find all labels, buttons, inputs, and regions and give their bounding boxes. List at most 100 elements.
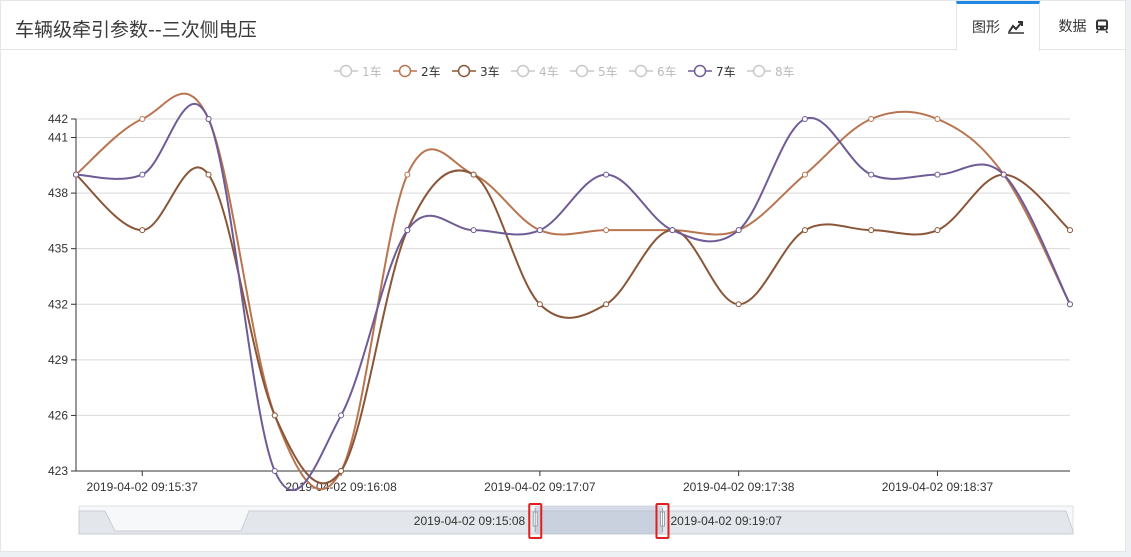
data-point xyxy=(338,468,345,474)
data-point xyxy=(603,227,610,234)
legend-label: 7车 xyxy=(716,64,736,79)
data-point xyxy=(73,171,79,178)
legend-item-7[interactable]: 7车 xyxy=(688,64,736,79)
page-title: 车辆级牵引参数--三次侧电压 xyxy=(15,19,257,41)
data-point xyxy=(271,468,278,474)
data-point xyxy=(536,301,543,308)
legend-label: 8车 xyxy=(775,64,795,79)
data-point xyxy=(868,227,875,234)
zoom-shadow-series xyxy=(78,510,1074,535)
chart-series xyxy=(73,92,1073,492)
legend-marker xyxy=(752,64,766,78)
legend-item-3[interactable]: 3车 xyxy=(452,64,500,79)
data-point xyxy=(205,116,212,122)
chart-grid xyxy=(76,118,1070,472)
y-tick-label: 423 xyxy=(48,464,68,478)
legend-item-8[interactable]: 8车 xyxy=(747,64,795,79)
data-point xyxy=(868,116,875,122)
legend-marker xyxy=(398,64,412,78)
y-tick-label: 441 xyxy=(48,131,68,145)
y-tick-label: 432 xyxy=(48,297,68,311)
chart-legend: 1车 2车 3车 4车 5车 6车 7车 8车 xyxy=(334,64,795,79)
train-icon xyxy=(1095,19,1109,33)
data-point xyxy=(139,116,146,122)
zoom-end-label: 2019-04-02 09:19:07 xyxy=(670,514,782,528)
zoom-start-handle[interactable] xyxy=(528,503,543,539)
panel-header: 车辆级牵引参数--三次侧电压 图形 数据 xyxy=(1,1,1127,51)
zoom-end-handle[interactable] xyxy=(655,503,670,539)
handle-highlight xyxy=(528,503,543,539)
data-point xyxy=(271,412,278,419)
tab-data[interactable]: 数据 xyxy=(1040,1,1127,50)
legend-label: 3车 xyxy=(480,64,500,79)
series-line xyxy=(75,102,1071,492)
legend-marker xyxy=(457,64,471,78)
x-tick-label: 2019-04-02 09:17:38 xyxy=(683,480,795,494)
data-point xyxy=(801,171,808,178)
data-point xyxy=(934,116,941,122)
data-point xyxy=(868,171,875,178)
data-point xyxy=(603,301,610,308)
data-point xyxy=(735,227,742,234)
y-axis: 423 426 429 432 435 438 441 442 xyxy=(48,112,77,478)
x-tick-label: 2019-04-02 09:17:07 xyxy=(484,480,596,494)
data-point xyxy=(404,227,411,234)
x-tick-label: 2019-04-02 09:15:37 xyxy=(87,480,199,494)
line-chart-icon xyxy=(1008,20,1024,34)
series-line xyxy=(75,166,1071,485)
series-line xyxy=(75,92,1071,491)
view-tabs: 图形 数据 xyxy=(956,1,1127,51)
legend-label: 1车 xyxy=(362,64,382,79)
x-tick-label: 2019-04-02 09:18:37 xyxy=(882,480,994,494)
y-tick-label: 429 xyxy=(48,353,68,367)
legend-label: 6车 xyxy=(657,64,677,79)
data-point xyxy=(934,227,941,234)
data-point xyxy=(470,171,477,178)
data-point xyxy=(139,227,146,234)
data-point xyxy=(735,301,742,308)
legend-marker xyxy=(575,64,589,78)
y-tick-label: 438 xyxy=(48,186,68,200)
data-zoom-slider[interactable]: 2019-04-02 09:15:08 2019-04-02 09:19:07 xyxy=(78,503,1074,539)
data-point xyxy=(934,171,941,178)
data-point xyxy=(404,171,411,178)
handle-highlight xyxy=(655,503,670,539)
data-point xyxy=(536,227,543,234)
y-tick-label: 426 xyxy=(48,408,68,422)
y-tick-label: 442 xyxy=(48,112,68,126)
legend-label: 5车 xyxy=(598,64,618,79)
data-point xyxy=(801,227,808,234)
legend-item-4[interactable]: 4车 xyxy=(511,64,559,79)
x-axis: 2019-04-02 09:15:37 2019-04-02 09:16:08 20… xyxy=(76,470,1070,494)
zoom-start-label: 2019-04-02 09:15:08 xyxy=(414,514,526,528)
tab-chart[interactable]: 图形 xyxy=(956,1,1040,51)
series-3车 xyxy=(73,166,1073,485)
legend-item-5[interactable]: 5车 xyxy=(570,64,618,79)
legend-marker xyxy=(693,64,707,78)
tab-data-label: 数据 xyxy=(1058,18,1087,35)
legend-item-1[interactable]: 1车 xyxy=(334,64,382,79)
zoom-selected-range xyxy=(535,506,663,534)
data-point xyxy=(139,171,146,178)
y-tick-label: 435 xyxy=(48,242,68,256)
data-point xyxy=(669,227,676,234)
legend-label: 2车 xyxy=(421,64,441,79)
legend-item-2[interactable]: 2车 xyxy=(393,64,441,79)
data-point xyxy=(603,171,610,178)
data-point xyxy=(470,227,477,234)
legend-marker xyxy=(516,64,530,78)
data-point xyxy=(801,116,808,122)
data-point xyxy=(1067,227,1073,234)
tab-chart-label: 图形 xyxy=(972,19,1000,36)
x-tick-label: 2019-04-02 09:16:08 xyxy=(285,480,397,494)
series-2车 xyxy=(73,92,1073,491)
data-point xyxy=(338,412,345,419)
data-point xyxy=(1067,301,1073,308)
data-point xyxy=(205,171,212,178)
legend-label: 4车 xyxy=(539,64,559,79)
series-7车 xyxy=(73,102,1073,492)
legend-item-6[interactable]: 6车 xyxy=(629,64,677,79)
legend-marker xyxy=(634,64,648,78)
